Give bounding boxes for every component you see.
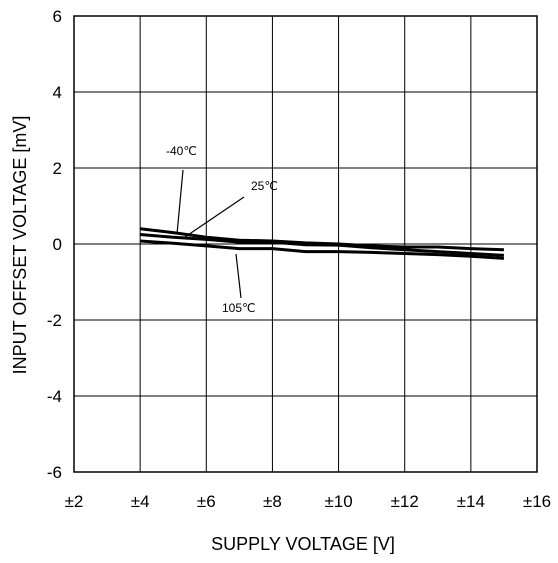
y-tick-label: -6 xyxy=(47,463,62,482)
y-tick-label: -4 xyxy=(47,387,62,406)
annotation-label: 105℃ xyxy=(222,301,256,315)
y-tick-label: -2 xyxy=(47,311,62,330)
x-tick-label: ±16 xyxy=(523,492,551,511)
plot-frame xyxy=(73,15,538,473)
x-tick-label: ±2 xyxy=(65,492,84,511)
annotation-leader xyxy=(176,169,184,235)
annotation-leader xyxy=(184,196,245,238)
annotation-label: -40℃ xyxy=(166,144,197,158)
y-tick-label: 0 xyxy=(53,235,62,254)
x-tick-label: ±8 xyxy=(263,492,282,511)
y-tick-labels: -6 -4 -2 0 2 4 6 xyxy=(47,7,62,482)
annotation-layer: -40℃ 25℃ 105℃ xyxy=(166,144,278,315)
series-layer xyxy=(139,227,504,260)
series-line-25 xyxy=(139,233,504,257)
x-tick-label: ±6 xyxy=(197,492,216,511)
annotation-label: 25℃ xyxy=(251,179,278,193)
y-axis-title: INPUT OFFSET VOLTAGE [mV] xyxy=(10,116,30,375)
y-tick-label: 6 xyxy=(53,7,62,26)
x-tick-label: ±10 xyxy=(324,492,352,511)
series-line-105 xyxy=(140,239,504,260)
x-axis-title: SUPPLY VOLTAGE [V] xyxy=(211,534,395,554)
y-tick-label: 2 xyxy=(53,159,62,178)
annotation-leader xyxy=(235,253,242,299)
y-tick-label: 4 xyxy=(53,83,62,102)
x-tick-label: ±14 xyxy=(457,492,485,511)
x-tick-label: ±12 xyxy=(391,492,419,511)
x-tick-labels: ±2 ±4 ±6 ±8 ±10 ±12 ±14 ±16 xyxy=(65,492,552,511)
x-tick-label: ±4 xyxy=(131,492,150,511)
